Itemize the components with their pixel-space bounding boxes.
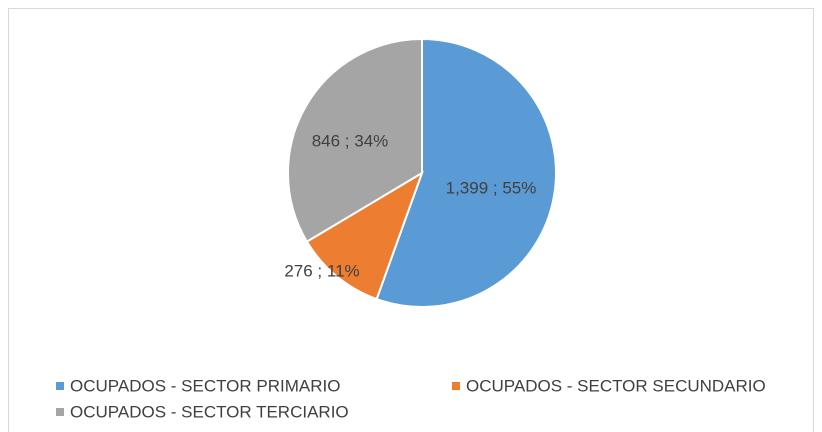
legend-swatch [56, 382, 64, 390]
legend-label: OCUPADOS - SECTOR SECUNDARIO [466, 376, 766, 395]
chart-border [8, 8, 814, 432]
pie-slice [375, 37, 557, 308]
legend-label: OCUPADOS - SECTOR PRIMARIO [70, 376, 340, 395]
legend-swatch [452, 382, 460, 390]
legend-label: OCUPADOS - SECTOR TERCIARIO [70, 402, 349, 421]
legend-swatch [56, 408, 64, 416]
pie-slice [287, 37, 423, 244]
pie-slice [305, 170, 424, 301]
data-label: 276 ; 11% [284, 261, 359, 280]
data-label: 846 ; 34% [312, 131, 389, 150]
data-label: 1,399 ; 55% [446, 178, 537, 197]
